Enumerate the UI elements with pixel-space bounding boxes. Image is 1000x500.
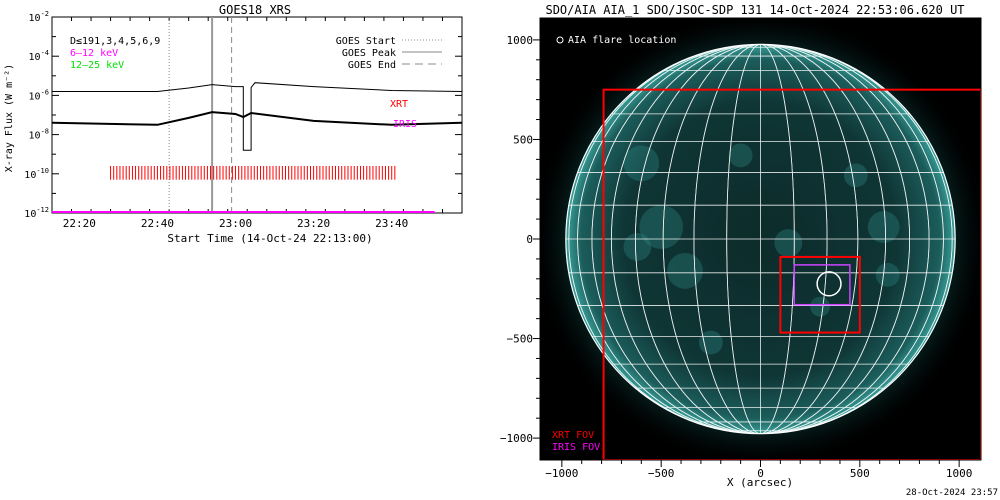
x-tick-label: 500 — [850, 467, 870, 480]
iris-fov-label: IRIS FOV — [552, 442, 600, 453]
xrt-annotation: XRT — [390, 99, 408, 110]
bright-region — [867, 211, 900, 243]
x-tick-label: 22:40 — [141, 217, 174, 230]
flare-legend-icon — [556, 36, 564, 44]
iris-annotation: IRIS — [393, 119, 417, 130]
longitude-line — [577, 44, 944, 434]
limb — [565, 43, 956, 435]
legend-left-item: 12–25 keV — [70, 60, 124, 71]
legend-right-label: GOES Start — [336, 36, 396, 47]
longitude-line — [662, 44, 859, 434]
legend-left-item: 6–12 keV — [70, 48, 118, 59]
longitude-line — [726, 44, 795, 434]
series-line-1 — [51, 111, 463, 126]
x-tick-label: 23:00 — [219, 217, 252, 230]
goes-xlabel: Start Time (14-Oct-24 22:13:00) — [167, 232, 372, 245]
goes-ylabel: X-ray Flux (W m⁻²) — [4, 64, 15, 172]
y-tick-label: 10-2 — [29, 10, 49, 24]
helio-grid — [565, 44, 956, 434]
longitude-line — [591, 44, 930, 434]
xrt-fov-small — [779, 255, 861, 334]
x-tick-label: 1000 — [946, 467, 973, 480]
flare-legend-label: AIA flare location — [568, 35, 676, 46]
goes-plot-area: 10-12 10-10 10-8 10-6 10-4 10-2 22:20 22:40 23:0… — [24, 10, 463, 230]
iris-fov — [793, 264, 851, 306]
y-tick-label: 10-6 — [29, 88, 49, 102]
y-tick-exponent: -8 — [41, 128, 49, 136]
y-tick-exponent: -6 — [41, 88, 49, 96]
y-tick-exponent: -10 — [36, 167, 49, 175]
plot-frame — [51, 16, 463, 214]
y-tick-exponent: -2 — [41, 10, 49, 18]
y-tick-exponent: -4 — [41, 49, 49, 57]
bright-region — [774, 229, 803, 257]
bright-region — [667, 252, 703, 289]
y-tick-exponent: -12 — [36, 206, 49, 214]
x-tick-label: 0 — [757, 467, 764, 480]
y-tick-label: 0 — [526, 233, 533, 246]
bright-region — [728, 143, 753, 168]
bright-region — [623, 145, 660, 182]
aia-panel: SDO/AIA AIA_1 SDO/JSOC-SDP 131 14-Oct-20… — [500, 3, 998, 498]
bright-region — [810, 296, 831, 317]
y-tick-label: −500 — [507, 333, 534, 346]
y-tick-label: −1000 — [500, 432, 533, 445]
x-tick-label: 23:20 — [297, 217, 330, 230]
legend-right-label: GOES End — [348, 60, 396, 71]
xrt-fov-label: XRT FOV — [552, 430, 594, 441]
flare-location-circle — [816, 271, 842, 297]
goes-xrs-panel: GOES18 XRS 10-12 10-10 10-8 10-6 10-4 10-2 22:… — [4, 3, 463, 245]
bright-region — [875, 262, 900, 287]
aia-title: SDO/AIA AIA_1 SDO/JSOC-SDP 131 14-Oct-20… — [545, 3, 964, 17]
legend-left-item: D≤191,3,4,5,6,9 — [70, 36, 160, 47]
bright-region — [843, 163, 868, 188]
series-line-0 — [52, 82, 463, 151]
bright-region — [623, 233, 652, 261]
y-tick-label: 10-8 — [29, 128, 49, 142]
y-tick-label: 10-10 — [24, 167, 49, 181]
bright-region — [639, 205, 684, 249]
y-tick-label: 10-4 — [29, 49, 49, 63]
aia-xlabel: X (arcsec) — [727, 476, 793, 489]
longitude-line — [610, 44, 911, 434]
longitude-line — [568, 44, 953, 434]
x-tick-label: 23:40 — [375, 217, 408, 230]
x-tick-label: −1000 — [545, 467, 578, 480]
y-tick-label: 500 — [513, 133, 533, 146]
goes-title: GOES18 XRS — [219, 3, 291, 17]
y-tick-label: 1000 — [507, 34, 534, 47]
longitude-line — [634, 44, 887, 434]
longitude-line — [693, 44, 828, 434]
footer-date: 28-Oct-2024 23:57 — [906, 488, 998, 498]
x-tick-label: −500 — [648, 467, 675, 480]
legend-right-label: GOES Peak — [342, 48, 396, 59]
x-tick-label: 22:20 — [63, 217, 96, 230]
y-tick-label: 10-12 — [24, 206, 49, 220]
